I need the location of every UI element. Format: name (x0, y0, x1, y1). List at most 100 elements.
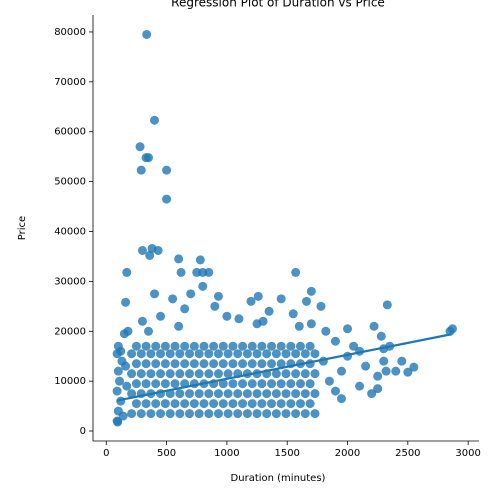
point (234, 314, 244, 324)
point (204, 369, 214, 379)
y-tick-label: 60000 (54, 127, 86, 138)
point (306, 286, 316, 296)
point (246, 296, 256, 306)
point (189, 341, 199, 351)
point (170, 359, 180, 369)
point (121, 361, 131, 371)
point (160, 399, 170, 409)
point (291, 369, 301, 379)
x-tick-label: 2500 (395, 448, 420, 459)
point (170, 379, 180, 389)
point (310, 389, 320, 399)
point (156, 349, 166, 359)
point (136, 349, 146, 359)
point (131, 359, 141, 369)
point (146, 369, 156, 379)
point (238, 341, 248, 351)
point (199, 341, 209, 351)
point (142, 29, 152, 39)
point (291, 389, 301, 399)
point (189, 359, 199, 369)
point (262, 349, 272, 359)
point (204, 349, 214, 359)
point (276, 359, 286, 369)
point (143, 326, 153, 336)
point (233, 349, 243, 359)
point (276, 379, 286, 389)
point (321, 326, 331, 336)
y-tick-label: 80000 (54, 27, 86, 38)
y-tick-label: 10000 (54, 376, 86, 387)
point (185, 349, 194, 359)
point (185, 409, 194, 419)
point (300, 389, 310, 399)
point (276, 399, 286, 409)
point (175, 369, 185, 379)
point (156, 311, 166, 321)
point (213, 369, 223, 379)
point (209, 341, 219, 351)
point (170, 341, 180, 351)
point (180, 399, 190, 409)
point (194, 349, 204, 359)
point (145, 250, 155, 260)
point (247, 341, 257, 351)
point (262, 409, 272, 419)
point (267, 341, 277, 351)
point (162, 194, 172, 204)
point (141, 379, 151, 389)
point (257, 379, 267, 389)
point (382, 300, 392, 310)
point (151, 359, 161, 369)
point (127, 389, 137, 399)
point (186, 289, 196, 299)
point (391, 366, 401, 376)
point (113, 366, 123, 376)
point (306, 319, 316, 329)
point (247, 379, 257, 389)
point (151, 341, 161, 351)
point (257, 399, 267, 409)
point (175, 409, 185, 419)
point (185, 369, 194, 379)
point (195, 255, 205, 265)
point (165, 349, 175, 359)
point (151, 379, 161, 389)
point (242, 349, 252, 359)
point (136, 409, 146, 419)
point (131, 341, 141, 351)
regression-line (116, 333, 452, 402)
point (150, 115, 160, 125)
point (238, 399, 248, 409)
point (141, 359, 151, 369)
chart-title: Regression Plot of Duration vs Price (171, 0, 385, 10)
point (271, 409, 281, 419)
point (122, 267, 132, 277)
point (127, 349, 137, 359)
point (194, 409, 204, 419)
point (305, 379, 315, 389)
point (168, 294, 178, 304)
point (189, 399, 199, 409)
point (271, 369, 281, 379)
point (247, 359, 257, 369)
point (343, 324, 353, 334)
point (118, 411, 128, 421)
point (447, 324, 457, 334)
point (218, 399, 228, 409)
x-tick-label: 1500 (274, 448, 299, 459)
point (258, 316, 268, 326)
y-tick-label: 50000 (54, 177, 86, 188)
point (286, 379, 296, 389)
point (291, 349, 301, 359)
point (175, 389, 185, 399)
point (336, 366, 346, 376)
point (143, 153, 153, 163)
point (180, 359, 190, 369)
point (137, 245, 147, 255)
point (136, 369, 146, 379)
point (294, 321, 304, 331)
point (223, 369, 233, 379)
point (247, 399, 257, 409)
point (228, 399, 238, 409)
